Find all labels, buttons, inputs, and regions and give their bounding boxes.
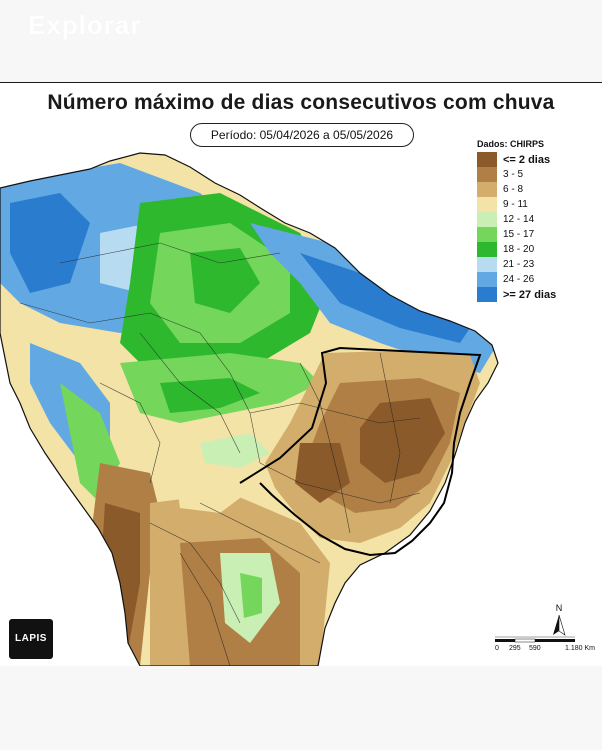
legend-label: 9 - 11 [503,199,528,210]
dry-region-outline [239,346,482,557]
legend-swatch [477,197,497,212]
legend-item: 21 - 23 [477,257,587,272]
legend-item: 18 - 20 [477,242,587,257]
legend-item: 3 - 5 [477,167,587,182]
legend-label: 15 - 17 [503,229,535,240]
map-title: Número máximo de dias consecutivos com c… [47,91,555,114]
legend-label: 3 - 5 [503,169,524,180]
legend-item: 12 - 14 [477,212,587,227]
scale-tick-2: 590 [529,645,541,652]
legend-rows: <= 2 dias 3 - 5 6 - 8 9 - 11 12 - 14 15 - 17 1… [477,152,587,302]
legend: Dados: CHIRPS <= 2 dias 3 - 5 6 - 8 9 - 11 1… [477,139,587,302]
legend-swatch [477,227,497,242]
lapis-logo: LAPIS [9,619,53,659]
legend-item: <= 2 dias [477,152,587,167]
legend-swatch [477,152,497,167]
period-label: Período: 05/04/2026 a 05/05/2026 [190,123,414,147]
borders [19,242,421,666]
bottom-bar [0,666,602,750]
map-figure: Número máximo de dias consecutivos com c… [0,82,602,667]
explore-label[interactable]: Explorar [28,10,142,40]
legend-item: 6 - 8 [477,182,587,197]
legend-label: 18 - 20 [503,244,535,255]
legend-label: 6 - 8 [503,184,524,195]
scale-labels: 0 295 590 1.180 Km [493,645,602,657]
north-indicator: N [549,603,569,613]
scale-tick-1: 295 [509,645,521,652]
north-arrow-icon [553,614,566,636]
legend-swatch [477,167,497,182]
logo-text: LAPIS [15,633,47,644]
coastline [0,152,499,666]
rain-days-raster [0,153,498,666]
legend-title: Dados: CHIRPS [477,139,545,149]
scale-tick-0: 0 [495,645,499,652]
legend-swatch [477,212,497,227]
legend-swatch [477,182,497,197]
legend-item: 15 - 17 [477,227,587,242]
south-america-map [0,152,575,666]
legend-swatch [477,272,497,287]
scale-tick-3: 1.180 Km [565,645,595,652]
legend-item: >= 27 dias [477,287,587,302]
legend-swatch [477,257,497,272]
north-label: N [555,603,563,613]
legend-label: 24 - 26 [503,274,535,285]
legend-label: >= 27 dias [503,288,557,301]
legend-label: 12 - 14 [503,214,535,225]
legend-swatch [477,287,497,302]
scale-bar [495,636,575,643]
legend-swatch [477,242,497,257]
legend-item: 9 - 11 [477,197,587,212]
legend-item: 24 - 26 [477,272,587,287]
legend-label: 21 - 23 [503,259,535,270]
top-bar: Explorar [0,0,602,82]
legend-label: <= 2 dias [503,153,551,166]
